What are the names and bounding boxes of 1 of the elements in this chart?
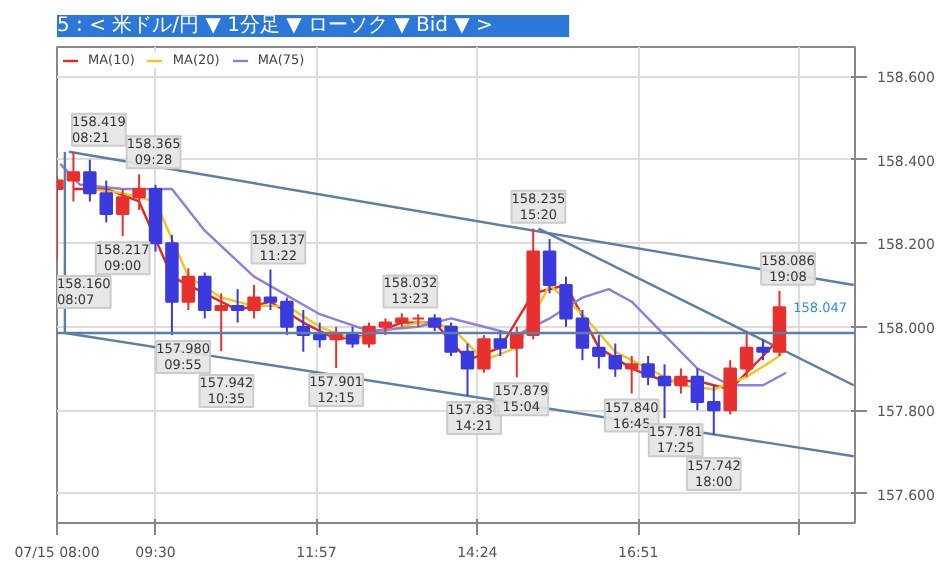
chart-title: 5 : < 米ドル/円 ▼ 1分足 ▼ ローソク ▼ Bid ▼ > [57,13,493,37]
